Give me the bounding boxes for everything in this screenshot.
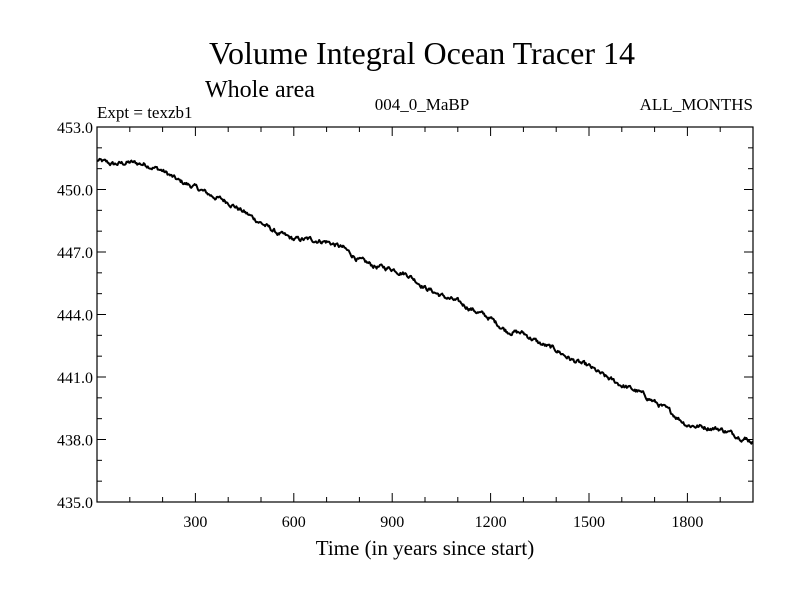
x-tick-label: 1200: [475, 514, 507, 531]
x-tick-label: 900: [380, 514, 404, 531]
plot-frame: [96, 126, 754, 503]
y-tick-label: 453.0: [57, 120, 93, 137]
x-tick-label: 1800: [671, 514, 703, 531]
x-axis-ticks: 300 600 900 1200 1500 1800: [129, 127, 721, 531]
period-label: 004_0_MaBP: [375, 95, 469, 114]
y-tick-label: 438.0: [57, 433, 93, 450]
x-axis-label: Time (in years since start): [316, 536, 535, 560]
y-tick-label: 435.0: [57, 495, 93, 512]
y-tick-label: 441.0: [57, 370, 93, 387]
x-tick-label: 1500: [573, 514, 605, 531]
chart-title: Volume Integral Ocean Tracer 14: [209, 35, 635, 71]
series-line: [96, 157, 754, 445]
months-label: ALL_MONTHS: [640, 95, 753, 114]
y-tick-label: 444.0: [57, 308, 93, 325]
x-tick-label: 600: [282, 514, 306, 531]
y-axis-ticks: 435.0 438.0 441.0 444.0 447.0 450.0 453.0: [57, 120, 753, 512]
x-tick-label: 300: [183, 514, 207, 531]
y-tick-label: 447.0: [57, 245, 93, 262]
y-tick-label: 450.0: [57, 183, 93, 200]
experiment-label: Expt = texzb1: [97, 103, 193, 122]
chart-subtitle: Whole area: [205, 77, 315, 103]
